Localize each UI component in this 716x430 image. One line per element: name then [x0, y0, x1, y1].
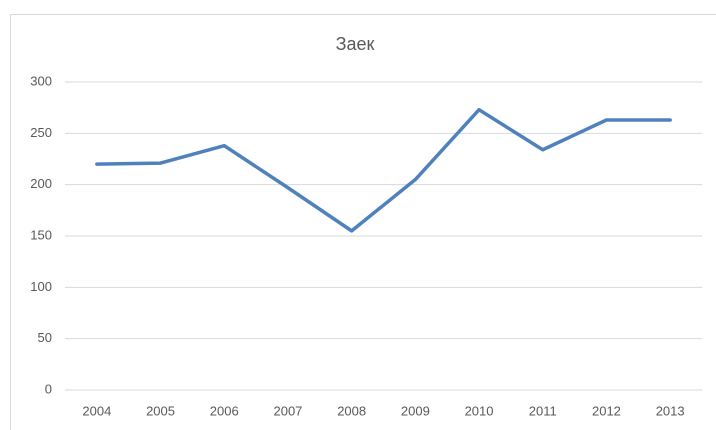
x-tick-label: 2011 [529, 403, 557, 418]
y-tick-label: 0 [45, 381, 52, 396]
x-tick-label: 2008 [337, 403, 366, 418]
x-tick-label: 2005 [146, 403, 175, 418]
x-tick-label: 2006 [210, 403, 239, 418]
y-tick-label: 50 [38, 330, 52, 345]
x-tick-label: 2004 [82, 403, 111, 418]
x-tick-label: 2009 [401, 403, 430, 418]
x-tick-label: 2012 [592, 403, 621, 418]
y-tick-label: 250 [30, 125, 52, 140]
y-tick-label: 100 [30, 279, 52, 294]
data-line [95, 107, 672, 233]
x-tick-label: 2007 [273, 403, 302, 418]
chart-title: Заек [336, 34, 375, 54]
y-tick-label: 150 [30, 227, 52, 242]
x-tick-label: 2010 [465, 403, 494, 418]
y-tick-label: 200 [30, 176, 52, 191]
y-tick-label: 300 [30, 73, 52, 88]
x-tick-label: 2013 [656, 403, 685, 418]
